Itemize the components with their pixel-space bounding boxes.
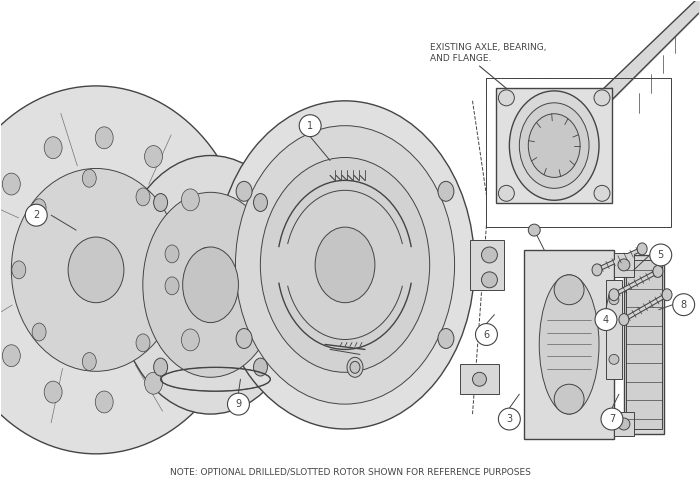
Ellipse shape: [519, 103, 589, 188]
Text: 1: 1: [307, 121, 313, 130]
Ellipse shape: [235, 125, 454, 404]
Ellipse shape: [2, 173, 20, 195]
Ellipse shape: [2, 345, 20, 367]
Text: 4: 4: [603, 314, 609, 324]
Ellipse shape: [594, 186, 610, 201]
Ellipse shape: [181, 189, 200, 211]
Ellipse shape: [11, 169, 181, 372]
Bar: [470, 240, 505, 290]
Bar: [606, 280, 622, 379]
Text: EXISTING
BOLT: EXISTING BOLT: [574, 260, 616, 280]
Ellipse shape: [482, 247, 498, 263]
Ellipse shape: [165, 245, 179, 263]
Ellipse shape: [609, 295, 619, 305]
Text: 6: 6: [484, 329, 489, 340]
Ellipse shape: [618, 259, 630, 271]
Ellipse shape: [68, 237, 124, 303]
Circle shape: [595, 309, 617, 330]
Ellipse shape: [554, 384, 584, 414]
Ellipse shape: [136, 188, 150, 206]
Ellipse shape: [145, 146, 162, 168]
Ellipse shape: [44, 137, 62, 159]
Bar: [624, 255, 664, 434]
Ellipse shape: [260, 158, 430, 372]
Ellipse shape: [32, 323, 46, 341]
Ellipse shape: [347, 358, 363, 377]
Circle shape: [475, 323, 498, 345]
Ellipse shape: [198, 248, 216, 269]
Circle shape: [299, 115, 321, 136]
Ellipse shape: [145, 372, 162, 394]
Ellipse shape: [12, 261, 26, 279]
Circle shape: [601, 408, 623, 430]
Ellipse shape: [95, 127, 113, 149]
Circle shape: [228, 393, 249, 415]
Ellipse shape: [528, 114, 580, 178]
Ellipse shape: [181, 329, 200, 351]
Bar: [460, 365, 499, 394]
Ellipse shape: [609, 289, 619, 301]
Ellipse shape: [438, 182, 454, 201]
Ellipse shape: [594, 90, 610, 106]
Ellipse shape: [236, 328, 252, 348]
Ellipse shape: [44, 381, 62, 403]
Ellipse shape: [498, 186, 514, 201]
Ellipse shape: [315, 227, 375, 303]
Bar: [614, 253, 634, 277]
Ellipse shape: [136, 334, 150, 352]
Circle shape: [673, 294, 694, 315]
Ellipse shape: [482, 272, 498, 288]
Ellipse shape: [153, 193, 167, 211]
Ellipse shape: [473, 372, 486, 386]
Text: EXISTING AXLE, BEARING,
AND FLANGE.: EXISTING AXLE, BEARING, AND FLANGE.: [430, 43, 546, 62]
Circle shape: [650, 244, 672, 266]
Text: 3: 3: [506, 414, 512, 424]
Ellipse shape: [592, 264, 602, 276]
Bar: [524, 250, 614, 439]
Ellipse shape: [350, 362, 360, 373]
Ellipse shape: [662, 289, 672, 301]
Ellipse shape: [510, 91, 599, 200]
Ellipse shape: [32, 199, 46, 217]
Text: 8: 8: [680, 300, 687, 310]
Ellipse shape: [143, 192, 279, 377]
Ellipse shape: [198, 270, 216, 292]
Ellipse shape: [236, 182, 252, 201]
Ellipse shape: [216, 101, 475, 429]
Ellipse shape: [95, 391, 113, 413]
Ellipse shape: [253, 358, 267, 376]
Text: EXISTING NUT: EXISTING NUT: [370, 373, 433, 382]
Ellipse shape: [438, 328, 454, 348]
Ellipse shape: [183, 247, 239, 322]
Ellipse shape: [0, 86, 251, 454]
Ellipse shape: [619, 313, 629, 325]
Ellipse shape: [539, 275, 599, 414]
Bar: [496, 88, 612, 203]
Ellipse shape: [116, 156, 305, 414]
Text: 9: 9: [235, 399, 241, 409]
Ellipse shape: [609, 355, 619, 365]
Ellipse shape: [83, 353, 97, 371]
Ellipse shape: [153, 358, 167, 376]
Bar: [626, 260, 662, 429]
Text: 5: 5: [657, 250, 664, 260]
Ellipse shape: [83, 169, 97, 187]
Ellipse shape: [637, 243, 647, 255]
Ellipse shape: [554, 275, 584, 305]
Ellipse shape: [528, 224, 540, 236]
Text: NOTE: OPTIONAL DRILLED/SLOTTED ROTOR SHOWN FOR REFERENCE PURPOSES: NOTE: OPTIONAL DRILLED/SLOTTED ROTOR SHO…: [169, 468, 531, 477]
Text: 7: 7: [609, 414, 615, 424]
Ellipse shape: [253, 193, 267, 211]
Circle shape: [25, 204, 47, 226]
Ellipse shape: [618, 418, 630, 430]
Ellipse shape: [498, 90, 514, 106]
Bar: [486, 78, 671, 227]
Circle shape: [498, 408, 520, 430]
Ellipse shape: [165, 277, 179, 295]
Bar: [614, 412, 634, 436]
Ellipse shape: [653, 265, 663, 277]
Text: 2: 2: [33, 210, 39, 220]
